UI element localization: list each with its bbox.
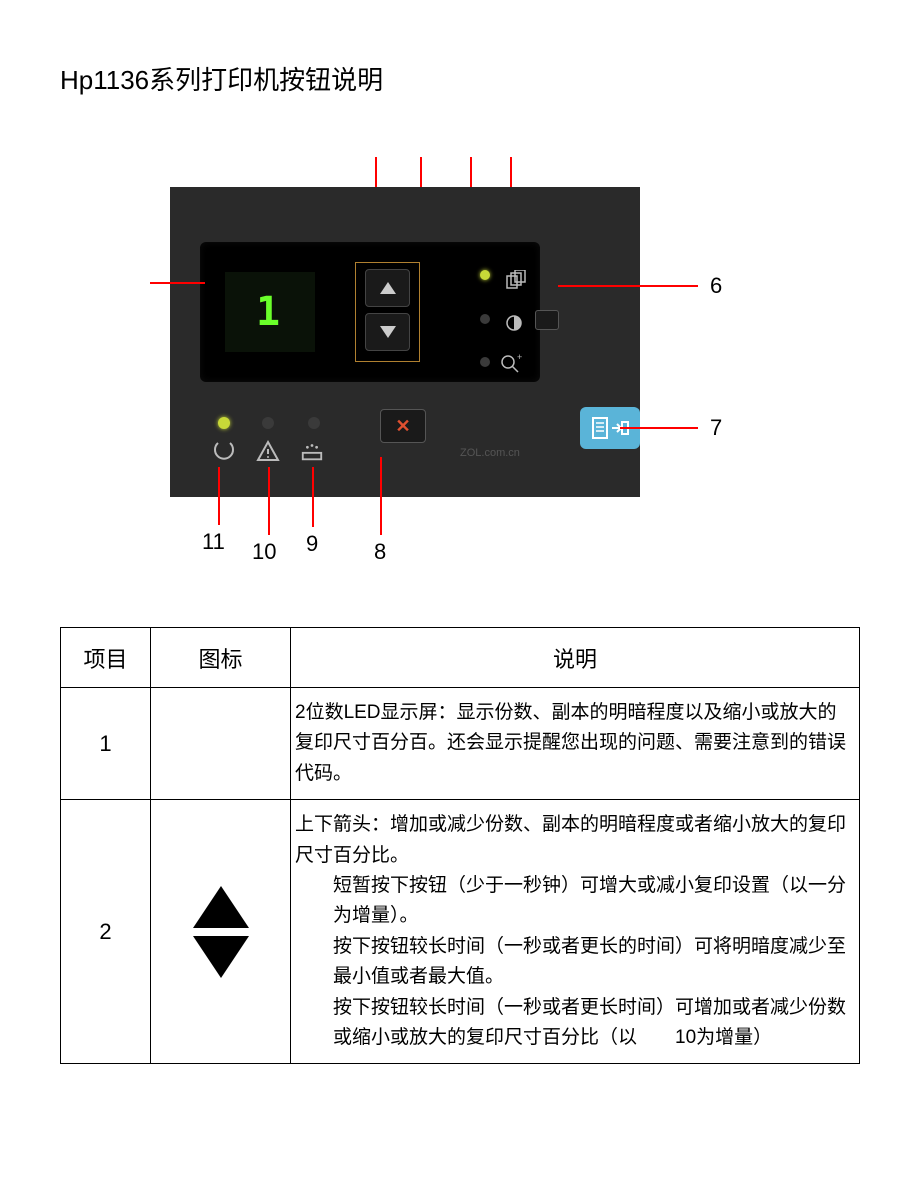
cell-item: 2 [61,800,151,1064]
status-row: ✕ ZOL.com.cn [200,417,620,487]
arrow-buttons-group [355,262,420,362]
contrast-led [480,314,490,324]
desc-line: 上下箭头：增加或减少份数、副本的明暗程度或者缩小放大的复印尺寸百分比。 [295,810,851,871]
callout-line-7 [620,427,698,429]
cancel-button[interactable]: ✕ [380,409,426,443]
callout-line-top-1 [375,157,377,187]
toner-icon [300,439,324,463]
contrast-icon [505,314,523,332]
cell-desc: 上下箭头：增加或减少份数、副本的明暗程度或者缩小放大的复印尺寸百分比。短暂按下按… [291,800,860,1064]
page-title: Hp1136系列打印机按钮说明 [60,60,860,97]
lcd-display: 1 [225,272,315,352]
lcd-value: 1 [256,289,284,335]
callout-label-9: 9 [306,531,318,557]
power-icon [212,439,236,463]
table-row: 2 上下箭头：增加或减少份数、副本的明暗程度或者缩小放大的复印尺寸百分比。短暂按下… [61,800,860,1064]
desc-line: 短暂按下按钮（少于一秒钟）可增大或减小复印设置（以一分为增量）。 [295,871,851,932]
desc-line: 按下按钮较长时间（一秒或者更长的时间）可将明暗度减少至最小值或者最大值。 [295,932,851,993]
desc-line: 按下按钮较长时间（一秒或者更长时间）可增加或者减少份数或缩小或放大的复印尺寸百分… [295,993,851,1054]
callout-line-9 [312,467,314,527]
copies-icon [505,270,527,290]
control-panel: 1 [170,187,640,497]
col-header-item: 项目 [61,628,151,688]
cell-icon [151,688,291,800]
desc-line: 2位数LED显示屏：显示份数、副本的明暗程度以及缩小或放大的复印尺寸百分百。还会… [295,698,851,789]
callout-line-8 [380,457,382,535]
watermark-text: ZOL.com.cn [460,447,520,459]
zoom-led [480,357,490,367]
attention-led [262,417,274,429]
callout-line-left [150,282,205,284]
up-triangle-icon [193,886,249,928]
col-header-icon: 图标 [151,628,291,688]
ready-led [218,417,230,429]
setup-button[interactable] [535,310,559,330]
callout-label-11: 11 [202,529,225,555]
down-arrow-button[interactable] [365,313,410,351]
attention-icon [256,439,280,463]
callout-line-11 [218,467,220,525]
copies-led [480,270,490,280]
svg-text:+: + [517,354,522,362]
down-triangle-icon [193,936,249,978]
callout-label-8: 8 [374,539,386,565]
callout-label-7: 7 [710,415,722,441]
up-arrow-button[interactable] [365,269,410,307]
up-arrow-icon [380,282,396,294]
callout-line-6 [558,285,698,287]
description-table: 项目 图标 说明 1 2位数LED显示屏：显示份数、副本的明暗程度以及缩小或放大的… [60,627,860,1064]
callout-label-10: 10 [252,539,276,565]
cell-item: 1 [61,688,151,800]
zoom-icon: + [500,354,524,374]
callout-line-10 [268,467,270,535]
diagram-container: 1 [60,157,860,577]
table-row: 1 2位数LED显示屏：显示份数、副本的明暗程度以及缩小或放大的复印尺寸百分百。还… [61,688,860,800]
down-arrow-icon [380,326,396,338]
cancel-icon: ✕ [395,416,410,437]
col-header-desc: 说明 [291,628,860,688]
toner-led [308,417,320,429]
callout-label-6: 6 [710,273,722,299]
printer-panel-diagram: 1 [150,157,770,577]
cell-icon [151,800,291,1064]
display-area: 1 [200,242,540,382]
cell-desc: 2位数LED显示屏：显示份数、副本的明暗程度以及缩小或放大的复印尺寸百分百。还会… [291,688,860,800]
